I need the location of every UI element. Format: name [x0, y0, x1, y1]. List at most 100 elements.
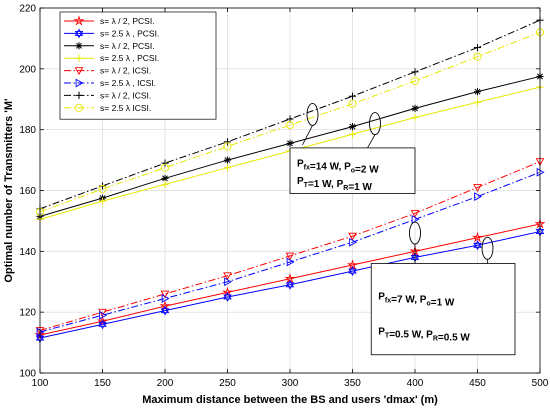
- data-point-part: [74, 30, 84, 39]
- legend-label: s= 2.5 λ , ICSI.: [100, 78, 156, 88]
- series: [35, 158, 545, 335]
- data-point-part: [223, 294, 232, 302]
- y-tick-label: 120: [19, 308, 36, 319]
- annotation-subscript: fx: [385, 298, 391, 305]
- y-tick-label: 180: [19, 125, 36, 136]
- annotation-text: Pfx=7 W, Po=1 W: [378, 292, 455, 309]
- annotation-segment: =7 W, P: [391, 295, 427, 306]
- data-point: [73, 15, 85, 26]
- annotation-segment: P: [297, 176, 304, 187]
- x-tick-label: 100: [32, 378, 49, 389]
- annotation-segment: =2 W: [355, 164, 379, 175]
- x-tick-label: 200: [157, 378, 174, 389]
- data-point: [410, 209, 420, 218]
- data-point: [473, 98, 482, 106]
- annotation-segment: P: [378, 327, 385, 338]
- x-axis-label: Maximum distance between the BS and user…: [142, 394, 438, 406]
- data-point: [97, 315, 108, 326]
- annotation-subscript: o: [351, 167, 355, 174]
- data-point-part: [74, 28, 84, 36]
- data-point: [223, 164, 232, 172]
- annotation-subscript: o: [426, 301, 430, 308]
- data-point: [98, 319, 107, 330]
- annotation-segment: P: [378, 292, 385, 303]
- data-point-part: [348, 266, 357, 274]
- data-point: [160, 290, 170, 299]
- series-line: [39, 31, 541, 213]
- data-point: [348, 232, 357, 241]
- annotation-segment: P: [297, 158, 304, 169]
- data-point: [75, 42, 83, 50]
- data-point: [349, 237, 358, 247]
- annotation-box: [289, 147, 416, 194]
- data-point-part: [224, 157, 231, 164]
- data-point-part: [160, 308, 170, 316]
- data-point: [75, 54, 83, 62]
- x-tick-label: 300: [282, 378, 299, 389]
- data-point-part: [473, 240, 482, 248]
- legend-label: s= 2.5 λ , PCSI.: [100, 28, 159, 38]
- x-tick-label: 150: [94, 378, 111, 389]
- x-tick-label: 250: [219, 378, 236, 389]
- data-point: [348, 123, 357, 131]
- data-point: [286, 257, 295, 267]
- data-point: [411, 104, 419, 112]
- data-point: [473, 43, 482, 52]
- x-tick-label: 400: [407, 378, 424, 389]
- data-point: [411, 113, 419, 122]
- legend: s= λ / 2, PCSI. s= 2.5 λ , PCSI. s= λ / 2,…: [59, 11, 217, 120]
- annotation-segment: =1 W: [431, 298, 455, 309]
- data-point: [161, 174, 169, 182]
- data-point: [74, 67, 84, 76]
- data-point: [223, 142, 232, 151]
- y-tick-label: 140: [19, 247, 36, 258]
- annotation-segment: =0.5 W: [438, 333, 471, 344]
- data-point-part: [474, 88, 481, 95]
- legend-item: s= λ / 2, ICSI.: [64, 90, 151, 100]
- annotation-segment: =1 W, P: [308, 179, 344, 190]
- data-point: [74, 28, 84, 39]
- data-point: [223, 156, 232, 164]
- data-point: [222, 286, 233, 298]
- data-point-part: [285, 279, 295, 288]
- annotation-segment: =14 W, P: [310, 161, 351, 172]
- data-point: [286, 139, 294, 147]
- data-point-part: [348, 268, 357, 277]
- legend-item: s= 2.5 λ , ICSI.: [64, 78, 156, 88]
- annotation-segment: =0.5 W, P: [389, 330, 433, 341]
- legend-item: s= 2.5 λ , PCSI.: [64, 28, 159, 38]
- data-point: [473, 88, 482, 96]
- data-point: [473, 184, 482, 192]
- data-point: [473, 52, 482, 61]
- y-axis-label: Optimal number of Transmitters 'M': [3, 98, 15, 283]
- legend-label: s= λ / 2, ICSI.: [100, 90, 151, 100]
- data-point: [285, 121, 295, 130]
- data-point-part: [287, 140, 293, 147]
- data-point-part: [160, 305, 170, 314]
- data-point-part: [473, 242, 482, 251]
- data-point: [411, 68, 419, 76]
- series-line: [39, 161, 541, 331]
- x-tick-label: 350: [344, 378, 361, 389]
- annotation-subscript: T: [304, 182, 309, 189]
- data-point: [224, 277, 233, 287]
- y-tick-label: 160: [19, 186, 36, 197]
- annotation-subscript: R: [343, 185, 348, 192]
- data-point: [348, 266, 357, 277]
- annotation-subscript: T: [385, 333, 390, 340]
- annotation-text: Pfx=14 W, Po=2 W: [297, 158, 379, 175]
- annotation-text: PT=1 W, PR=1 W: [297, 176, 372, 193]
- data-point: [75, 91, 83, 99]
- series-line: [39, 231, 541, 339]
- legend-label: s= λ / 2, ICSI.: [100, 66, 151, 76]
- series-line: [39, 223, 541, 336]
- legend-box: [59, 11, 217, 120]
- data-point: [159, 300, 171, 311]
- annotation: Pfx=7 W, Po=1 WPT=0.5 W, PR=0.5 W: [370, 221, 516, 356]
- data-point: [161, 180, 169, 189]
- data-point: [473, 240, 482, 251]
- legend-item: s= λ / 2, PCSI.: [64, 15, 155, 26]
- data-point: [410, 76, 420, 86]
